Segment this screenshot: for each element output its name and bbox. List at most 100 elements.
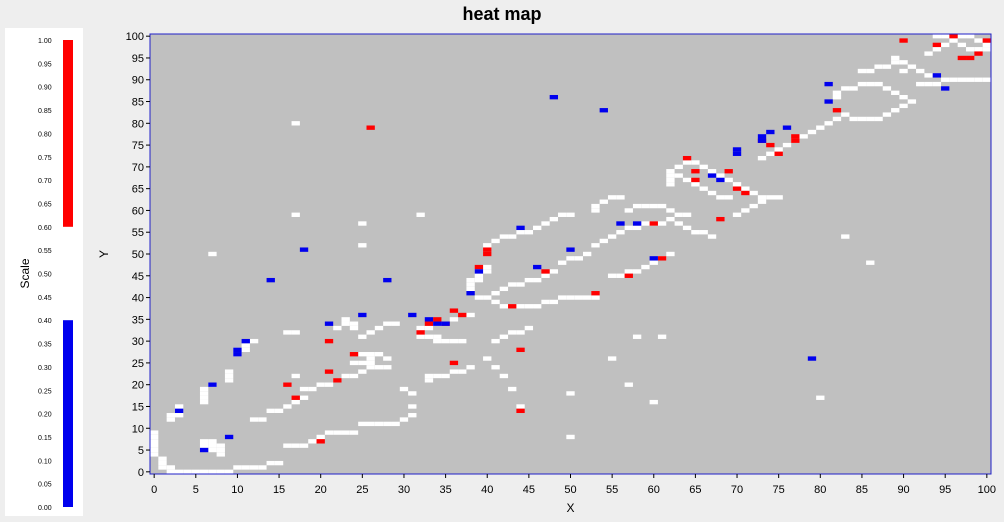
heatmap-cell-neutral [358,352,367,357]
y-tick-label: 40 [132,293,144,305]
heatmap-cell-neutral [216,469,225,474]
heatmap-cell-neutral [466,286,475,292]
heatmap-cell-neutral [757,155,767,161]
heatmap-cell-neutral [308,386,317,392]
heatmap-cell-neutral [458,369,467,374]
heatmap-cell-high [657,256,667,261]
heatmap-cell-neutral [866,68,875,74]
heatmap-cell-neutral [966,77,975,82]
heatmap-cell-neutral [782,142,792,148]
heatmap-cell-low [199,447,209,453]
heatmap-cell-neutral [682,212,692,217]
heatmap-cell-neutral [150,430,159,435]
heatmap-cell-neutral [966,47,975,52]
heatmap-cell-neutral [624,225,633,231]
heatmap-cell-neutral [841,112,850,117]
x-tick-label: 80 [814,484,826,496]
x-tick-label: 70 [731,484,743,496]
heatmap-cell-neutral [208,439,217,444]
heatmap-cell-neutral [499,373,509,379]
heatmap-cell-neutral [641,221,650,226]
heatmap-cell-neutral [208,251,217,257]
heatmap-cell-neutral [483,264,492,270]
scale-tick-label: 0.00 [38,505,52,512]
heatmap-cell-neutral [949,38,958,43]
heatmap-cell-neutral [524,230,534,235]
heatmap-cell-neutral [932,47,942,52]
heatmap-cell-neutral [957,34,967,39]
heatmap-cell-neutral [466,365,475,370]
heatmap-cell-neutral [366,356,375,361]
x-axis-label: X [566,501,574,515]
scale-label: Scale [18,258,32,288]
heatmap-cell-neutral [657,203,667,209]
heatmap-cell-neutral [249,338,259,344]
y-axis: 0 5 10 15 20 25 30 35 40 45 50 55 60 65 70 75 80 85 90 95 10… [97,31,150,479]
heatmap-cell-neutral [849,116,858,122]
heatmap-cell-neutral [691,230,700,235]
heatmap-cell-neutral [516,230,525,235]
heatmap-cell-neutral [899,60,908,65]
heatmap-cell-neutral [857,81,867,87]
heatmap-cell-neutral [849,86,858,91]
heatmap-cell-neutral [283,404,292,409]
heatmap-cell-neutral [582,295,592,300]
heatmap-cell-neutral [941,77,950,82]
heatmap-cell-low [533,264,542,270]
x-tick-label: 10 [231,484,243,496]
heatmap-cell-neutral [899,94,908,100]
heatmap-cell-neutral [832,90,842,95]
heatmap-cell-neutral [174,404,184,409]
heatmap-cell-neutral [441,373,450,379]
x-tick-label: 35 [439,484,451,496]
heatmap-cell-neutral [916,81,925,87]
heatmap-cell-high [483,251,492,257]
heatmap-cell-neutral [891,108,900,113]
heatmap-cell-low [824,81,833,87]
scale-tick-label: 0.85 [38,108,52,115]
heatmap-cell-neutral [424,334,434,339]
scale-bar-low [63,320,73,507]
heatmap-cell-neutral [499,286,509,292]
heatmap-cell-neutral [374,352,384,357]
heatmap-cell-low [233,347,242,353]
heatmap-cell-neutral [374,421,384,427]
heatmap-cell-neutral [566,391,575,396]
heatmap-cell-neutral [816,125,825,130]
heatmap-cell-low [299,247,309,252]
heatmap-cell-neutral [749,190,758,196]
heatmap-cell-neutral [607,234,617,239]
heatmap-cell-neutral [549,299,559,305]
heatmap-cell-neutral [183,469,192,474]
heatmap-cell-neutral [941,34,950,39]
scale-tick-label: 0.10 [38,458,52,465]
heatmap-cell-neutral [674,173,683,178]
heatmap-cell-neutral [408,404,417,409]
heatmap-cell-neutral [757,195,767,200]
heatmap-cell-high [791,134,800,139]
heatmap-cell-neutral [749,203,758,209]
heatmap-cell-neutral [882,86,892,91]
heatmap-cell-neutral [574,295,583,300]
heatmap-cell-neutral [916,68,925,74]
heatmap-cell-neutral [832,94,842,100]
heatmap-cell-low [424,317,434,322]
heatmap-cell-neutral [249,417,259,422]
heatmap-cell-neutral [841,234,850,239]
scale-tick-label: 0.55 [38,248,52,255]
heatmap-cell-neutral [158,460,167,466]
heatmap-cell-neutral [208,443,217,448]
heatmap-cell-neutral [224,469,234,474]
heatmap-cell-neutral [491,299,500,305]
heatmap-cell-neutral [241,347,250,353]
heatmap-cell-neutral [516,282,525,287]
heatmap-cell-neutral [274,460,284,466]
heatmap-cell-high [433,317,442,322]
heatmap-cell-neutral [699,186,708,191]
heatmap-cell-neutral [533,304,542,309]
heatmap-cell-neutral [199,391,209,396]
heatmap-cell-neutral [949,77,958,82]
heatmap-cell-neutral [982,47,991,52]
heatmap-cell-neutral [166,465,175,470]
heatmap-cell-low [516,225,525,231]
